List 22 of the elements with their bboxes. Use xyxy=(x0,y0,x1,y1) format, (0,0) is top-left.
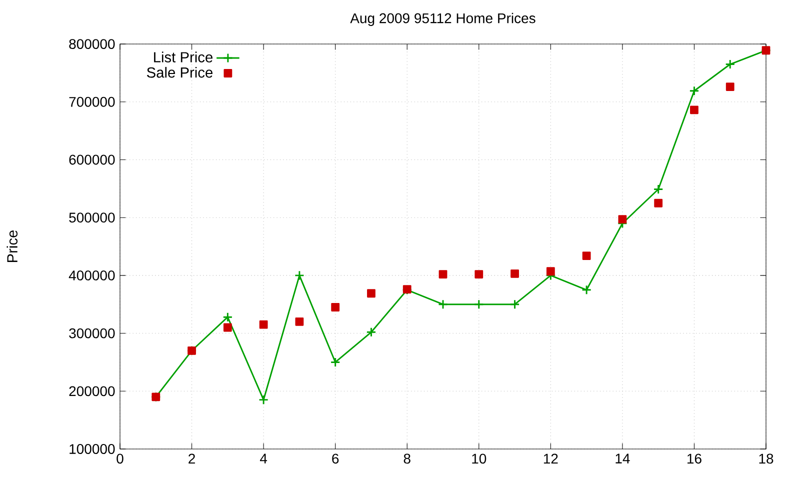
x-tick-label: 10 xyxy=(472,454,486,464)
x-tick-label: 18 xyxy=(759,454,774,464)
y-axis-title: Price xyxy=(6,230,18,262)
y-tick-label: 100000 xyxy=(70,444,115,454)
x-tick-label: 2 xyxy=(188,454,195,464)
y-tick-label: 400000 xyxy=(68,270,115,280)
x-tick-label: 14 xyxy=(616,454,630,464)
y-tick-label: 700000 xyxy=(69,96,115,107)
x-tick-label: 4 xyxy=(260,454,268,464)
x-tick-label: 16 xyxy=(688,454,702,464)
legend-label: Sale Price xyxy=(146,66,212,78)
y-tick-label: 300000 xyxy=(69,328,115,338)
chart-title: Aug 2009 95112 Home Prices xyxy=(350,12,536,26)
y-tick-label: 600000 xyxy=(69,154,115,165)
x-tick-label: 0 xyxy=(116,454,124,464)
y-tick-label: 200000 xyxy=(69,386,115,396)
y-tick-label: 800000 xyxy=(69,39,115,49)
y-tick-label: 500000 xyxy=(69,212,115,223)
legend-label: List Price xyxy=(154,52,212,62)
x-tick-label: 6 xyxy=(332,454,339,464)
x-tick-label: 12 xyxy=(544,454,558,464)
x-tick-label: 8 xyxy=(404,454,410,464)
